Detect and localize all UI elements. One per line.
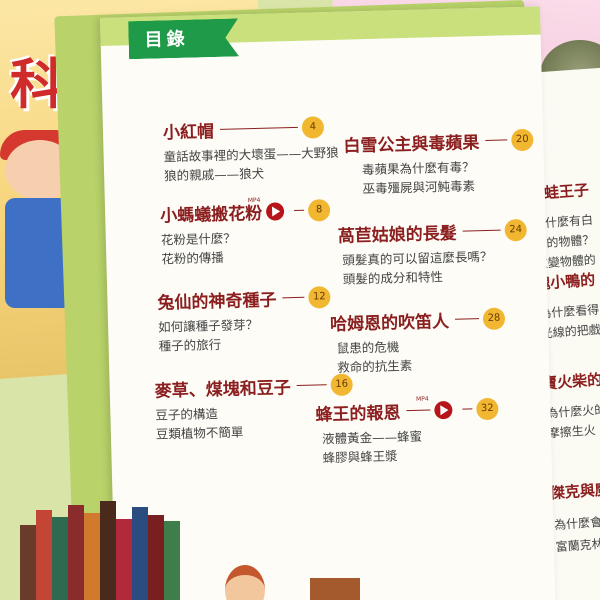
leader-line [294, 209, 305, 211]
entry-title: 白雪公主與毒蘋果 [343, 133, 480, 157]
page-number-badge: 4 [301, 115, 325, 139]
entry-subtopic: 狼的親戚——狼犬 [163, 165, 265, 184]
video-play-icon[interactable]: MP4 [416, 395, 456, 419]
entry-subtopic: 種子的旅行 [158, 336, 222, 354]
entry-title: 麥草、煤塊和豆子 [154, 378, 292, 402]
leader-line [454, 318, 480, 320]
entry-title: 哈姆恩的吹笛人 [329, 311, 450, 336]
page-number-badge: 28 [482, 307, 506, 330]
box-illustration [310, 578, 360, 600]
page-number-badge: 20 [511, 128, 534, 151]
toc-entry: 哈姆恩的吹笛人 28 鼠患的危機 救命的抗生素 [330, 306, 507, 378]
video-play-icon[interactable]: MP4 [248, 196, 288, 221]
page-number-badge: 24 [504, 218, 527, 241]
leader-line [219, 126, 298, 130]
leader-line [282, 296, 305, 299]
leader-line [485, 139, 508, 141]
book-stack-illustration [20, 495, 200, 600]
page-number-badge: 32 [476, 397, 499, 420]
toc-entry: 兔仙的神奇種子 12 如何讓種子發芽？ 種子的旅行 [157, 284, 332, 356]
next-entry-sub: 為什麼會有 [553, 514, 600, 533]
entry-title: 蜂王的報恩 [315, 403, 401, 426]
page-number-badge: 8 [307, 198, 331, 222]
toc-entry: 小紅帽 4 童話故事裡的大壞蛋——大野狼 狼的親戚——狼犬 [163, 114, 340, 186]
leader-line [406, 409, 431, 412]
entry-subtopic: 救命的抗生素 [337, 357, 413, 375]
entry-title: 萵苣姑娘的長髮 [337, 223, 458, 247]
toc-header: 目錄 [144, 28, 189, 51]
leader-line [296, 384, 327, 386]
entry-title: 兔仙的神奇種子 [157, 290, 277, 314]
next-entry-title: 賣火柴的 [541, 370, 600, 393]
next-entry-title: 傑克與魔 [549, 480, 600, 503]
entry-subtopic: 頭髮的成分和特性 [342, 269, 444, 287]
toc-entry: 白雪公主與毒蘋果 20 毒蘋果為什麼有毒？ 巫毒殭屍與河魨毒素 [343, 127, 535, 199]
next-entry-sub: 為什麼火的 [545, 402, 600, 421]
entry-title: 小紅帽 [162, 122, 215, 144]
toc-entry: 小螞蟻搬花粉 MP4 8 花粉是什麼？ 花粉的傳播 [160, 196, 332, 268]
girl-illustration [225, 565, 265, 600]
entry-subtopic: 花粉的傳播 [161, 249, 225, 267]
leader-line [462, 229, 501, 232]
entry-subtopic: 巫毒殭屍與河魨毒素 [362, 178, 476, 197]
toc-entry: 蜂王的報恩 MP4 32 液體黃金——蜂蜜 蜂膠與蜂王漿 [315, 395, 500, 468]
next-entry-sub: 富蘭克林的 [555, 536, 600, 555]
entry-subtopic: 蜂膠與蜂王漿 [322, 448, 398, 466]
leader-line [462, 408, 473, 410]
toc-entry: 萵苣姑娘的長髮 24 頭髮真的可以留這麼長嗎？ 頭髮的成分和特性 [337, 217, 528, 289]
next-entry-sub: 摩擦生火 [547, 423, 597, 441]
next-entry-sub: 光線的把戲 [540, 322, 600, 341]
page-number-badge: 12 [308, 285, 331, 309]
